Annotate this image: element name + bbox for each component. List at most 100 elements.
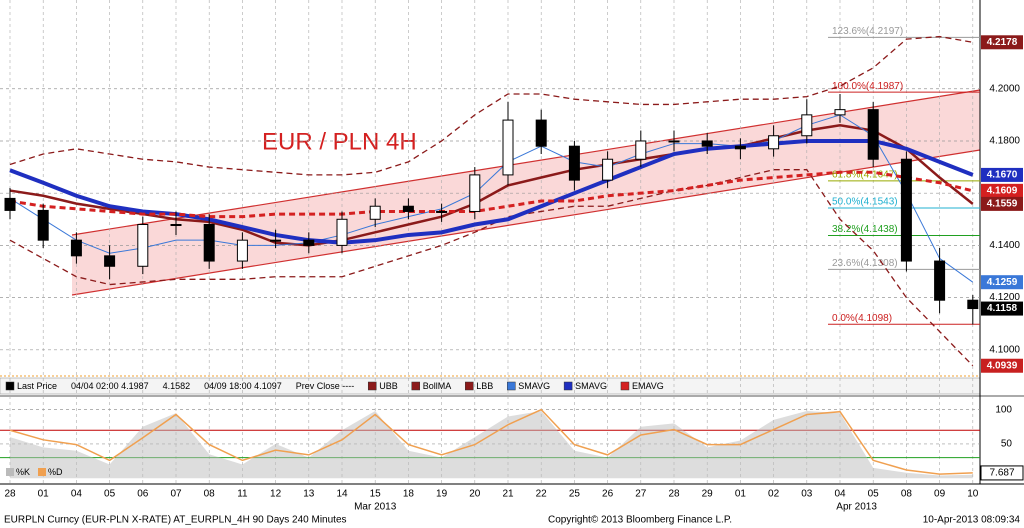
legend-label: EMAVG (632, 381, 664, 391)
candle-body (270, 239, 282, 242)
x-group-label: Apr 2013 (836, 502, 877, 513)
candle-body (734, 145, 746, 150)
indicator-line (9, 35, 973, 176)
candle-body (768, 135, 780, 150)
legend-label: SMAVG (575, 381, 607, 391)
x-tick-label: 12 (270, 489, 282, 500)
footer-left: EURPLN Curncy (EUR-PLN X-RATE) AT_EURPLN… (4, 515, 347, 526)
y-tick-label: 4.1400 (989, 240, 1020, 251)
legend-swatch (367, 381, 377, 391)
x-tick-label: 04 (71, 489, 83, 500)
x-tick-label: 25 (569, 489, 581, 500)
candle-body (402, 205, 414, 212)
x-tick-label: 01 (735, 489, 747, 500)
x-tick-label: 15 (370, 489, 382, 500)
candle-body (303, 239, 315, 246)
value-box (980, 465, 1024, 481)
candle-body (535, 119, 547, 147)
x-tick-label: 13 (303, 489, 315, 500)
value-box-label: 4.1609 (987, 185, 1018, 196)
x-tick-label: 02 (768, 489, 780, 500)
legend-label: %K (16, 467, 30, 477)
legend-swatch (507, 381, 516, 391)
fib-label: 38.2%(4.1438) (832, 224, 898, 235)
fib-label: 0.0%(4.1098) (832, 313, 892, 324)
legend-label: Last Price (17, 381, 57, 391)
legend-swatch (620, 381, 630, 391)
x-tick-label: 14 (336, 489, 348, 500)
value-box-label: 4.1559 (987, 199, 1018, 210)
fib-label: 50.0%(4.1543) (832, 197, 898, 208)
candle-body (568, 145, 580, 181)
x-group-label: Mar 2013 (354, 502, 397, 513)
legend-label: LBB (476, 381, 493, 391)
legend-swatch (6, 468, 14, 476)
x-tick-label: 22 (536, 489, 548, 500)
indicator-line (9, 170, 974, 219)
x-tick-label: 20 (469, 489, 481, 500)
x-tick-label: 29 (702, 489, 714, 500)
x-tick-label: 05 (868, 489, 880, 500)
candle-body (602, 158, 614, 181)
footer-right: 10-Apr-2013 08:09:34 (923, 515, 1021, 526)
y-tick-label: 4.1200 (989, 292, 1020, 303)
value-box (981, 183, 1023, 198)
x-tick-label: 08 (901, 489, 913, 500)
candle-body (900, 158, 912, 262)
x-tick-label: 04 (834, 489, 846, 500)
x-tick-label: 28 (4, 489, 16, 500)
footer-center: Copyright© 2013 Bloomberg Finance L.P. (548, 515, 732, 526)
x-tick-label: 19 (436, 489, 448, 500)
legend-swatch (5, 381, 15, 391)
candle-body (867, 109, 879, 160)
candle-body (436, 210, 448, 213)
value-box (981, 196, 1023, 211)
legend-swatch (411, 381, 420, 391)
x-tick-label: 27 (635, 489, 647, 500)
fib-label: 23.6%(4.1308) (832, 258, 898, 269)
x-tick-label: 26 (602, 489, 614, 500)
value-box-label: 7.687 (989, 468, 1014, 479)
oscillator-line (9, 408, 973, 475)
candle-body (801, 114, 813, 137)
x-tick-label: 21 (502, 489, 514, 500)
y-tick-label: 50 (1001, 439, 1013, 450)
candle-body (668, 140, 680, 143)
value-box-label: 4.1158 (987, 303, 1017, 314)
legend-swatch (563, 381, 573, 391)
candle-body (934, 260, 946, 301)
value-box (981, 358, 1023, 373)
legend-label: 4.1582 (163, 381, 191, 391)
candles (4, 93, 979, 325)
price-lines (9, 35, 974, 367)
chart-title: EUR / PLN 4H (262, 128, 417, 155)
x-tick-label: 10 (967, 489, 979, 500)
candle-body (967, 299, 979, 310)
value-box (981, 301, 1023, 316)
x-tick-label: 05 (104, 489, 116, 500)
value-box (981, 35, 1023, 50)
candle-body (104, 255, 116, 267)
x-tick-label: 09 (934, 489, 946, 500)
legend-label: SMAVG (518, 381, 550, 391)
y-tick-label: 4.1800 (989, 136, 1020, 147)
candle-body (834, 109, 846, 116)
legend-label: UBB (379, 381, 398, 391)
x-tick-label: 01 (38, 489, 50, 500)
legend-swatch (38, 468, 46, 476)
legend-label: %D (48, 467, 63, 477)
legend-label: Prev Close ---- (296, 381, 355, 391)
value-box (981, 167, 1023, 182)
x-tick-label: 28 (668, 489, 680, 500)
legend-label: BollMA (423, 381, 452, 391)
candle-body (502, 119, 514, 176)
candle-body (37, 209, 49, 241)
x-tick-label: 08 (204, 489, 216, 500)
legend-swatch (465, 381, 474, 391)
candle-body (635, 140, 647, 160)
candle-body (4, 197, 16, 211)
y-tick-label: 4.2000 (989, 83, 1020, 94)
candle-body (70, 239, 82, 257)
legend-label: 04/04 02:00 4.1987 (71, 381, 149, 391)
